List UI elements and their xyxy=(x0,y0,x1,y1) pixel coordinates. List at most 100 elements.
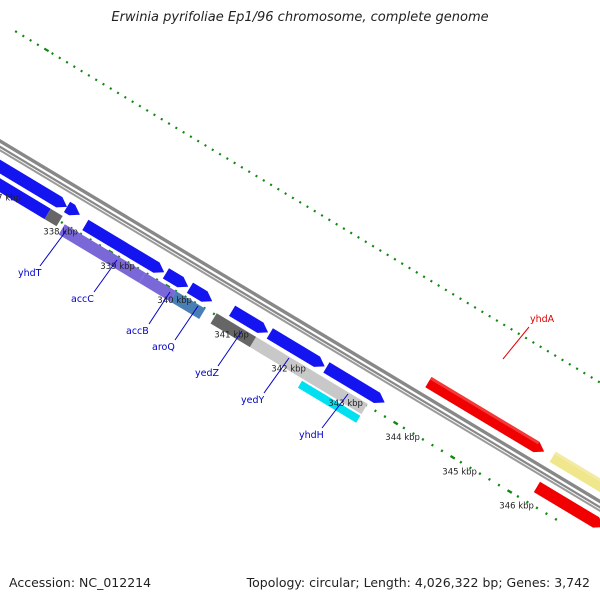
cds-arrow xyxy=(266,328,325,367)
ruler-tick xyxy=(488,314,492,318)
ruler-tick xyxy=(437,284,441,287)
backbone xyxy=(0,139,600,512)
ruler-tick xyxy=(87,73,91,77)
ruler-minor-tick xyxy=(136,266,140,270)
ruler-tick xyxy=(459,297,462,301)
ruler-tick xyxy=(531,340,535,344)
cds-arrow xyxy=(0,178,51,220)
ruler-tick xyxy=(539,345,543,349)
gene-label: yhdT xyxy=(18,268,42,279)
ruler-tick xyxy=(29,38,33,42)
ruler-tick xyxy=(422,275,426,279)
ruler-tick xyxy=(342,227,346,231)
ruler-minor-tick xyxy=(554,517,558,521)
ruler-major-tick xyxy=(506,489,513,494)
ruler-tick xyxy=(378,249,382,252)
ruler-tick xyxy=(582,371,586,375)
ruler-minor-tick xyxy=(440,449,444,453)
gene-block xyxy=(44,208,63,227)
ruler-tick xyxy=(116,91,120,95)
topology-summary: Topology: circular; Length: 4,026,322 bp… xyxy=(246,575,590,590)
ruler-tick xyxy=(138,104,142,108)
ruler-tick xyxy=(276,187,280,191)
ruler-minor-tick xyxy=(478,472,482,476)
ruler-label: 341 kbp xyxy=(214,330,249,340)
gene-leader-line xyxy=(217,330,243,367)
gene-label: yhdA xyxy=(530,314,555,325)
cds-arrow xyxy=(162,268,189,288)
cds-arrow xyxy=(323,362,385,403)
ruler-tick xyxy=(510,327,513,331)
cds-arrow xyxy=(425,376,545,453)
ruler-minor-tick xyxy=(459,460,463,464)
ruler-tick xyxy=(145,108,149,112)
ruler-tick xyxy=(306,205,309,209)
ruler-tick xyxy=(386,253,390,257)
ruler-tick xyxy=(196,139,200,143)
ruler-tick xyxy=(109,87,113,90)
ruler-minor-tick xyxy=(174,289,178,293)
ruler-minor-tick xyxy=(383,415,387,419)
ruler-minor-tick xyxy=(411,432,415,436)
backbone-line xyxy=(0,145,600,509)
ruler-tick xyxy=(364,240,368,244)
ruler-minor-tick xyxy=(373,409,377,413)
ruler-label: 340 kbp xyxy=(157,296,192,306)
ruler-tick xyxy=(189,135,193,139)
ruler-minor-tick xyxy=(535,506,539,510)
ruler-tick xyxy=(590,375,594,379)
ruler-tick xyxy=(240,165,244,169)
gene-block xyxy=(139,272,177,302)
gene-label: aroQ xyxy=(152,342,175,353)
features xyxy=(0,159,600,531)
ruler-tick xyxy=(72,65,76,69)
ruler-tick xyxy=(517,332,521,336)
ruler-minor-tick xyxy=(421,437,425,441)
gene-block xyxy=(170,291,206,319)
ruler-tick xyxy=(357,235,360,239)
ruler-tick xyxy=(349,231,353,235)
cds-arrow xyxy=(229,305,269,333)
gene-label: yhdH xyxy=(299,430,324,441)
gene-leader-line xyxy=(321,393,349,429)
cds-arrow xyxy=(63,201,80,216)
ruler-tick xyxy=(123,95,127,99)
ruler-minor-tick xyxy=(430,443,434,447)
ruler-major-tick xyxy=(164,283,171,289)
ruler-tick xyxy=(415,270,419,274)
ruler-tick xyxy=(269,183,273,187)
cds-arrow xyxy=(82,219,165,273)
ruler-tick xyxy=(21,34,25,38)
ruler-label: 346 kbp xyxy=(499,502,534,512)
ruler-tick xyxy=(546,349,550,353)
ruler-minor-tick xyxy=(60,220,64,225)
gene-block xyxy=(297,380,361,423)
ruler-tick xyxy=(408,266,411,270)
ruler-tick xyxy=(313,209,317,213)
ruler-tick xyxy=(466,301,470,305)
cds-arrow xyxy=(0,159,67,208)
ruler-tick xyxy=(284,192,288,196)
ruler-minor-tick xyxy=(145,272,149,276)
ruler-tick xyxy=(174,126,178,130)
ruler-tick xyxy=(225,157,229,161)
ruler-minor-tick xyxy=(402,426,406,430)
ruler-tick xyxy=(335,222,339,226)
backbone-line xyxy=(0,139,600,504)
ruler-tick xyxy=(65,60,69,64)
ruler-label: 337 kbp xyxy=(0,193,21,203)
ruler-tick xyxy=(495,319,499,322)
ruler-tick xyxy=(393,257,397,261)
ruler-tick xyxy=(247,170,251,174)
ruler-tick xyxy=(561,358,564,362)
ruler-tick xyxy=(553,354,557,358)
ruler-minor-tick xyxy=(155,278,159,282)
cds-arrow xyxy=(186,282,213,302)
ruler-minor-tick xyxy=(525,500,529,504)
ruler-label: 345 kbp xyxy=(442,467,477,477)
ruler-tick xyxy=(400,262,404,266)
ruler-tick xyxy=(36,43,40,47)
ruler-label: 342 kbp xyxy=(271,365,306,375)
gene-block xyxy=(303,368,368,415)
ruler-tick xyxy=(327,218,331,222)
